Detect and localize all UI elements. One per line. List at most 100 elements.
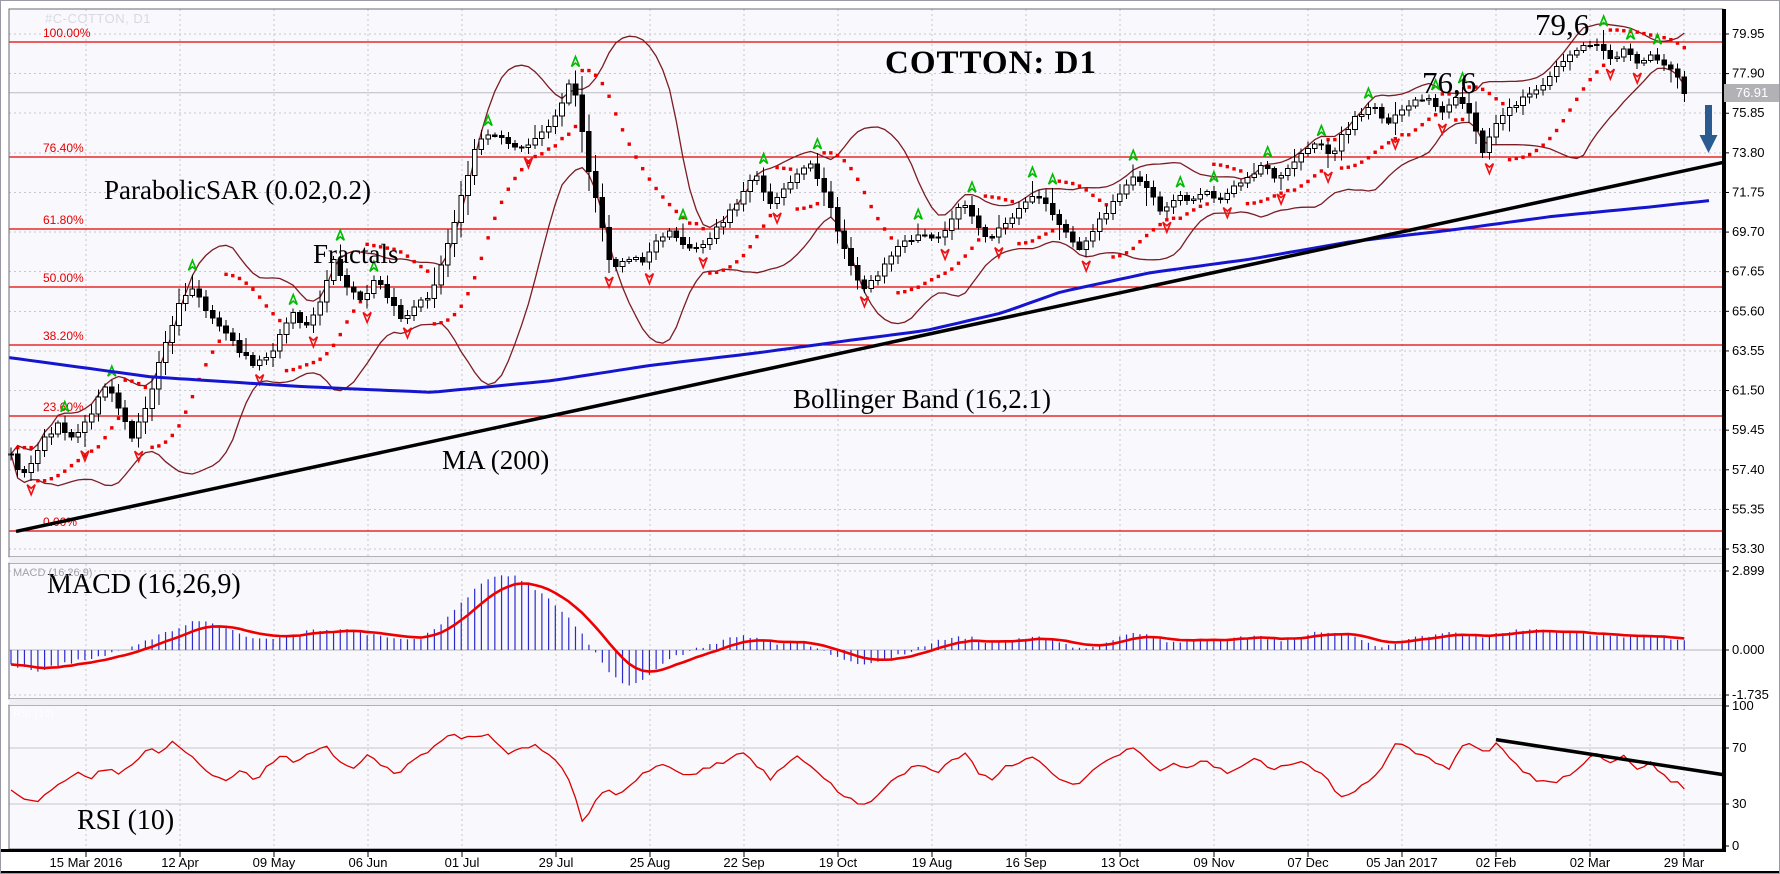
fib-level-label: 38.20% (43, 329, 84, 343)
fractal-up-icon (60, 399, 70, 413)
time-tick-label: 22 Sep (723, 855, 764, 870)
parabolic-sar-label[interactable]: ParabolicSAR (0.02,0.2) (104, 175, 371, 205)
fractal-down-icon (1437, 123, 1448, 137)
fractal-down-icon (1162, 221, 1172, 235)
fractal-down-icon (362, 311, 372, 325)
rsi-label[interactable]: RSI (10) (77, 805, 175, 836)
fractal-arrows (26, 13, 1663, 497)
fractal-down-icon (1222, 207, 1233, 220)
fib-level-label: 76.40% (43, 141, 84, 155)
fractal-down-icon (604, 276, 614, 290)
fractal-up-icon (1430, 77, 1441, 91)
fractal-up-icon (1598, 13, 1609, 27)
ma200-label[interactable]: MA (200) (442, 445, 550, 475)
fractal-down-icon (772, 212, 782, 226)
time-tick-label: 06 Jun (348, 855, 387, 870)
fractal-down-icon (308, 336, 319, 349)
time-tick-label: 15 Mar 2016 (50, 855, 123, 870)
fractal-up-icon (570, 54, 581, 68)
rsi-indicator-sublabel: RSI (10) (13, 708, 54, 720)
symbol-watermark: #C-COTTON, D1 (45, 11, 151, 26)
down-arrow-icon[interactable] (1699, 105, 1718, 153)
fractal-up-icon (1262, 144, 1273, 158)
fractal-down-icon (1484, 163, 1495, 176)
rsi-panel[interactable] (10, 733, 1724, 823)
macd-indicator-sublabel: MACD (16,26,9) (13, 567, 93, 579)
fractal-down-icon (402, 327, 413, 341)
fractal-down-icon (133, 450, 144, 464)
price-tick-label: 63.55 (1732, 343, 1765, 358)
time-tick-label: 01 Jul (445, 855, 480, 870)
macd-tick-label: 0.000 (1732, 642, 1765, 657)
time-tick-label: 02 Feb (1476, 855, 1516, 870)
rsi-tick-label: 0 (1732, 838, 1739, 853)
fractal-down-icon (1605, 68, 1616, 82)
fractal-up-icon (1209, 169, 1219, 183)
rsi-tick-label: 30 (1732, 796, 1746, 811)
candlestick-series (8, 30, 1688, 481)
fractal-down-icon (1390, 138, 1401, 151)
price-tick-label: 65.60 (1732, 303, 1765, 318)
fractal-down-icon (523, 157, 534, 170)
price-tick-label: 59.45 (1732, 422, 1765, 437)
rsi-tick-label: 100 (1732, 698, 1754, 713)
fractal-up-icon (1652, 32, 1663, 45)
fractal-down-icon (994, 247, 1004, 260)
fractal-up-icon (758, 151, 769, 165)
fractal-up-icon (967, 179, 977, 193)
macd-label[interactable]: MACD (16,26,9) (47, 569, 241, 600)
fractal-up-icon (1128, 148, 1138, 161)
fractal-down-icon (698, 256, 708, 270)
fractal-up-icon (335, 228, 346, 241)
macd-tick-label: 2.899 (1732, 563, 1765, 578)
price-tick-label: 79.95 (1732, 26, 1765, 41)
fractal-up-icon (1175, 174, 1186, 188)
time-tick-label: 29 Jul (539, 855, 574, 870)
fractal-down-icon (940, 248, 950, 262)
fractal-up-icon (812, 136, 823, 150)
bollinger-bands (10, 23, 1685, 487)
bollinger-band-label[interactable]: Bollinger Band (16,2.1) (793, 384, 1051, 414)
price-axis[interactable]: 79.95 77.90 75.85 73.80 71.75 69.70 67.65 65.60… (1723, 26, 1769, 853)
current-price-badge: 76.91 (1724, 84, 1779, 102)
macd-panel[interactable] (10, 575, 1685, 686)
resistance-level-annotation[interactable]: 76,6 (1422, 65, 1477, 100)
fib-level-label: 50.00% (43, 271, 84, 285)
sell-arrow-annotation[interactable] (1699, 105, 1718, 153)
fractal-up-icon (678, 207, 688, 221)
ma200-line[interactable] (8, 199, 1710, 394)
time-tick-label: 25 Aug (630, 855, 671, 870)
fractal-up-icon (1363, 86, 1374, 99)
price-tick-label: 57.40 (1732, 462, 1765, 477)
macd-tick-label: -1.735 (1732, 687, 1769, 702)
fib-level-label: 23.60% (43, 400, 84, 414)
fractal-up-icon (187, 258, 198, 271)
time-tick-label: 09 Nov (1193, 855, 1235, 870)
price-trendline[interactable] (15, 160, 1724, 534)
fractals-label[interactable]: Fractals (313, 239, 399, 269)
time-tick-label: 13 Oct (1101, 855, 1140, 870)
time-tick-label: 12 Apr (161, 855, 199, 870)
time-tick-label: 19 Oct (819, 855, 858, 870)
time-axis[interactable]: 15 Mar 2016 12 Apr 09 May 06 Jun 01 Jul 29 Ju… (50, 852, 1705, 870)
time-tick-label: 09 May (253, 855, 296, 870)
fractal-up-icon (288, 292, 298, 306)
chart-title[interactable]: COTTON: D1 (885, 45, 1097, 81)
fractal-up-icon (1027, 165, 1038, 178)
time-tick-label: 19 Aug (912, 855, 953, 870)
fractal-down-icon (859, 296, 870, 309)
fractal-up-icon (369, 259, 379, 272)
fractal-up-icon (913, 207, 923, 220)
fractal-down-icon (26, 484, 36, 497)
fib-level-label: 61.80% (43, 213, 84, 227)
rsi-trendline[interactable] (1495, 737, 1724, 777)
high-level-annotation[interactable]: 79,6 (1535, 7, 1590, 42)
time-tick-label: 07 Dec (1287, 855, 1329, 870)
price-tick-label: 53.30 (1732, 541, 1765, 556)
fractal-up-icon (1457, 70, 1468, 84)
time-tick-label: 29 Mar (1664, 855, 1705, 870)
price-tick-label: 61.50 (1732, 383, 1765, 398)
rsi-tick-label: 70 (1732, 740, 1746, 755)
fractal-down-icon (1323, 171, 1333, 185)
